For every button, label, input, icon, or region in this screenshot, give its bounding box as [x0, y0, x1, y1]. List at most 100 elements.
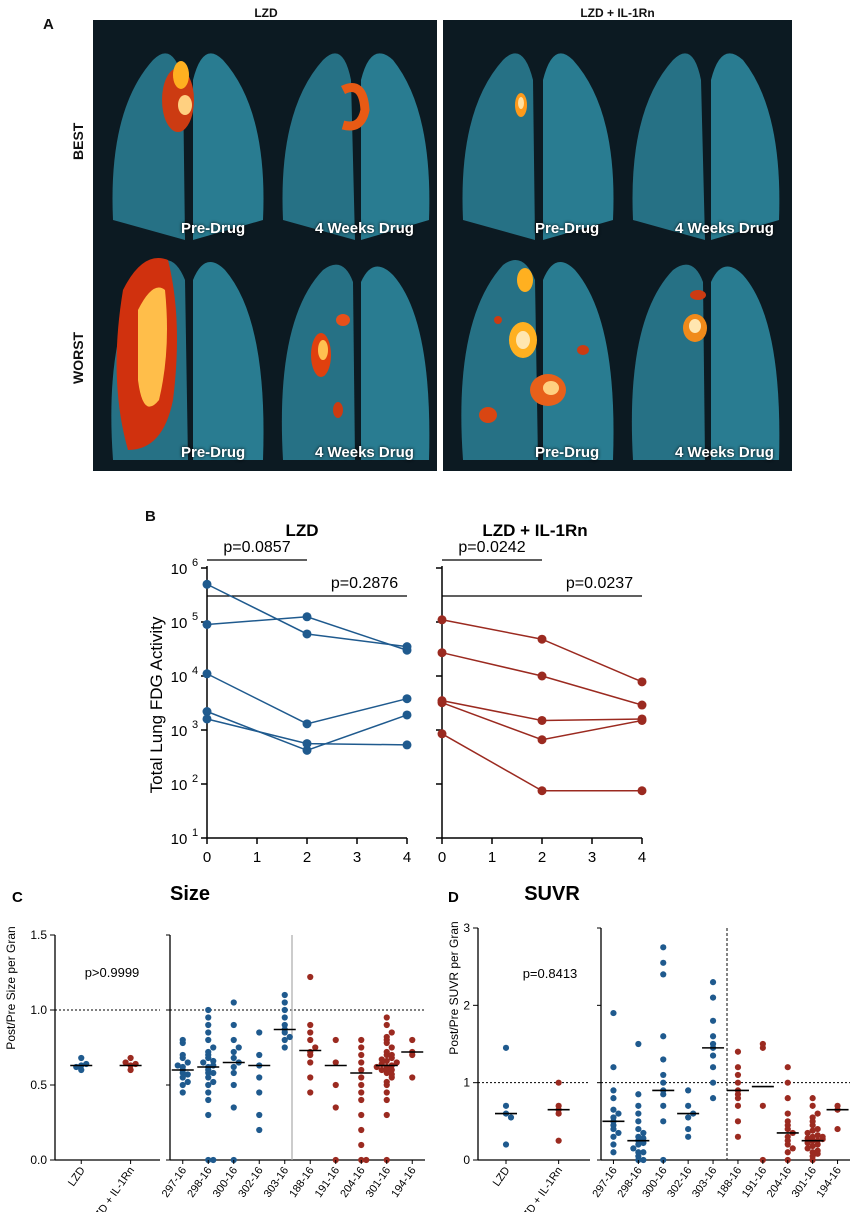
caption-il1rn-best-post: 4 Weeks Drug [675, 220, 774, 237]
dot-point [383, 1033, 390, 1041]
dot-point [784, 1064, 791, 1071]
pet-image-lzd-il1rn: Pre-Drug 4 Weeks Drug Pre-Drug 4 Weeks D… [443, 20, 792, 471]
dot-point [307, 1074, 314, 1081]
panel-b-ylabel: Total Lung FDG Activity [147, 616, 166, 793]
dot-point [307, 1051, 314, 1059]
dot-point [709, 979, 717, 986]
panel-c-letter: C [12, 889, 23, 906]
panel-b-point [402, 645, 412, 655]
panel-b-point [637, 786, 647, 796]
dot-point [205, 1089, 212, 1096]
panel-b-point [202, 669, 212, 679]
dot-point [635, 1091, 642, 1098]
dot-point [635, 1133, 642, 1140]
dot-point [660, 1079, 667, 1086]
panel-b-point [302, 745, 312, 755]
caption-il1rn-best-pre: Pre-Drug [535, 220, 600, 237]
dot-xtick-label: 298-16 [185, 1165, 214, 1200]
dot-point [555, 1079, 562, 1086]
dot-point [685, 1114, 692, 1121]
dot-ytick-label: 0 [463, 1153, 470, 1167]
dot-xtick-label: 297-16 [590, 1165, 619, 1200]
panel-b-ytick-label: 10 [171, 615, 188, 632]
panel-b-point [637, 715, 647, 725]
dot-xtick-label: LZD + IL-1Rn [517, 1165, 565, 1212]
dot-point [809, 1133, 816, 1140]
dot-point [660, 1102, 667, 1109]
dot-point [784, 1149, 791, 1156]
dot-point [388, 1051, 395, 1059]
dot-point [179, 1051, 186, 1059]
panel-a-row-best: BEST [70, 122, 86, 160]
dot-point [281, 991, 288, 999]
panel-c-chart: C Size Post/Pre Size per Gran p>0.9999 1… [4, 883, 425, 1212]
dot-point [281, 1021, 288, 1029]
panel-b-point [302, 719, 312, 729]
dot-point [205, 1096, 212, 1104]
dot-point [555, 1102, 562, 1109]
dot-xtick-label: 297-16 [160, 1165, 189, 1200]
dot-point [388, 1044, 395, 1051]
panel-b-xtick-label: 1 [253, 849, 261, 866]
panel-b-pvalue: p=0.0237 [566, 575, 633, 592]
dot-point [660, 959, 667, 966]
dot-xtick-label: 194-16 [389, 1165, 418, 1200]
dot-point [555, 1137, 562, 1144]
dot-point [784, 1095, 791, 1102]
dot-xtick-label: 194-16 [815, 1165, 844, 1200]
dot-point [332, 1104, 339, 1111]
panel-b-xtick-label: 3 [353, 849, 361, 866]
dot-point [205, 1014, 212, 1021]
dot-point [378, 1056, 385, 1063]
dot-point [784, 1110, 791, 1117]
panel-b-xtick-label: 3 [588, 849, 596, 866]
panel-a-title-lzd: LZD [254, 6, 278, 20]
dot-point [205, 1111, 212, 1119]
dot-point [312, 1044, 319, 1051]
dot-point [789, 1145, 796, 1152]
dot-point [332, 1059, 339, 1066]
dot-point [502, 1102, 510, 1109]
dot-point [615, 1129, 622, 1137]
dot-point [388, 1071, 395, 1078]
panel-b-point [402, 740, 412, 750]
dot-point [809, 1095, 816, 1102]
panel-b-pvalue: p=0.0857 [223, 539, 290, 556]
dot-xtick-label: 300-16 [640, 1165, 669, 1200]
dot-point [230, 999, 237, 1006]
dot-point [230, 1081, 237, 1089]
panel-b-point [302, 612, 312, 622]
panel-c-ylabel: Post/Pre Size per Gran [4, 926, 18, 1049]
panel-b-ytick-label: 10 [171, 831, 188, 848]
dot-point [409, 1074, 416, 1081]
dot-point [640, 1156, 647, 1164]
panel-b-title-lzd: LZD [285, 521, 318, 540]
dot-point [685, 1087, 692, 1094]
panel-d-letter: D [448, 889, 459, 906]
dot-point [383, 1014, 390, 1021]
panel-d-title: SUVR [524, 883, 580, 905]
panel-b-point [437, 648, 447, 658]
dot-point [358, 1111, 365, 1119]
panel-b-point [302, 629, 312, 639]
dot-point [358, 1066, 365, 1074]
panel-b-point [402, 710, 412, 720]
panel-b-xtick-label: 4 [403, 849, 411, 866]
panel-b-point [437, 729, 447, 739]
dot-point [630, 1145, 637, 1152]
dot-point [179, 1063, 186, 1071]
dot-point [256, 1029, 263, 1036]
dot-point [635, 1040, 642, 1048]
dot-point [307, 1036, 314, 1044]
dot-point [205, 1074, 212, 1081]
dot-point [235, 1044, 242, 1051]
dot-point [383, 1111, 390, 1119]
dot-point [281, 1044, 288, 1051]
dot-point [709, 1033, 717, 1040]
dot-point [184, 1059, 191, 1066]
dot-xtick-label: 298-16 [615, 1165, 644, 1200]
dot-point [179, 1081, 186, 1089]
dot-point [660, 1071, 667, 1079]
dot-xtick-label: LZD [66, 1165, 88, 1189]
dot-point [205, 1081, 212, 1089]
